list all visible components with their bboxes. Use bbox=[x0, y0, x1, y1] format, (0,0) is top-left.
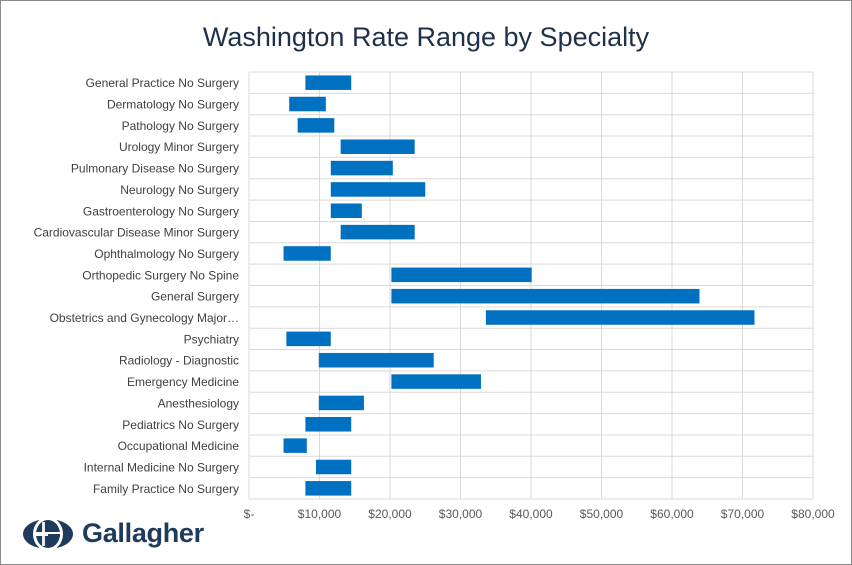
category-label: Pathology No Surgery bbox=[122, 119, 239, 133]
x-tick-label: $80,000 bbox=[791, 507, 835, 521]
category-label: Cardiovascular Disease Minor Surgery bbox=[34, 226, 239, 240]
range-bar bbox=[340, 139, 415, 154]
category-label: Anesthesiology bbox=[158, 396, 239, 410]
range-bar bbox=[286, 331, 331, 347]
category-label: Urology Minor Surgery bbox=[119, 140, 239, 154]
category-label: Ophthalmology No Surgery bbox=[94, 247, 239, 261]
x-tick-label: $40,000 bbox=[509, 507, 553, 521]
category-label: Orthopedic Surgery No Spine bbox=[82, 268, 239, 282]
x-tick-label: $30,000 bbox=[439, 507, 483, 521]
category-label: Occupational Medicine bbox=[118, 439, 240, 453]
brand-logo: Gallagher bbox=[22, 514, 222, 554]
category-label: Radiology - Diagnostic bbox=[119, 354, 239, 368]
range-bar bbox=[283, 246, 331, 261]
range-bar bbox=[330, 182, 426, 197]
x-tick-label: $50,000 bbox=[580, 507, 624, 521]
category-label: Family Practice No Surgery bbox=[93, 482, 239, 496]
category-label: Psychiatry bbox=[184, 332, 239, 346]
x-tick-label: $- bbox=[244, 507, 255, 521]
category-label: Internal Medicine No Surgery bbox=[84, 460, 239, 474]
range-bar bbox=[318, 352, 434, 368]
range-bar bbox=[485, 310, 755, 325]
category-label: Dermatology No Surgery bbox=[107, 98, 239, 112]
category-label: General Surgery bbox=[151, 290, 239, 304]
x-tick-label: $60,000 bbox=[650, 507, 694, 521]
range-bar bbox=[391, 267, 532, 283]
category-label: Pulmonary Disease No Surgery bbox=[71, 162, 239, 176]
gallagher-globe-logo-icon bbox=[23, 517, 73, 551]
x-tick-label: $70,000 bbox=[721, 507, 765, 521]
category-label: Gastroenterology No Surgery bbox=[83, 204, 239, 218]
range-bar bbox=[315, 459, 352, 475]
x-tick-label: $10,000 bbox=[298, 507, 342, 521]
range-bar bbox=[391, 374, 481, 389]
range-bar bbox=[283, 438, 307, 453]
category-label: Emergency Medicine bbox=[127, 375, 239, 389]
brand-logo-text: Gallagher bbox=[82, 518, 204, 548]
range-bar bbox=[305, 75, 352, 90]
range-bar bbox=[330, 203, 362, 219]
range-bar bbox=[340, 224, 415, 240]
range-bar bbox=[305, 417, 352, 432]
category-label: General Practice No Surgery bbox=[86, 76, 239, 90]
range-bar bbox=[305, 481, 352, 496]
chart-title: Washington Rate Range by Specialty bbox=[202, 22, 650, 52]
category-label: Obstetrics and Gynecology Major… bbox=[50, 311, 239, 325]
category-label: Pediatrics No Surgery bbox=[122, 418, 239, 432]
range-bar bbox=[391, 288, 700, 304]
x-tick-label: $20,000 bbox=[368, 507, 412, 521]
range-bar bbox=[318, 395, 364, 411]
range-bar bbox=[297, 118, 335, 133]
range-bar bbox=[330, 160, 393, 176]
category-label: Neurology No Surgery bbox=[120, 183, 239, 197]
range-bar bbox=[289, 96, 326, 112]
